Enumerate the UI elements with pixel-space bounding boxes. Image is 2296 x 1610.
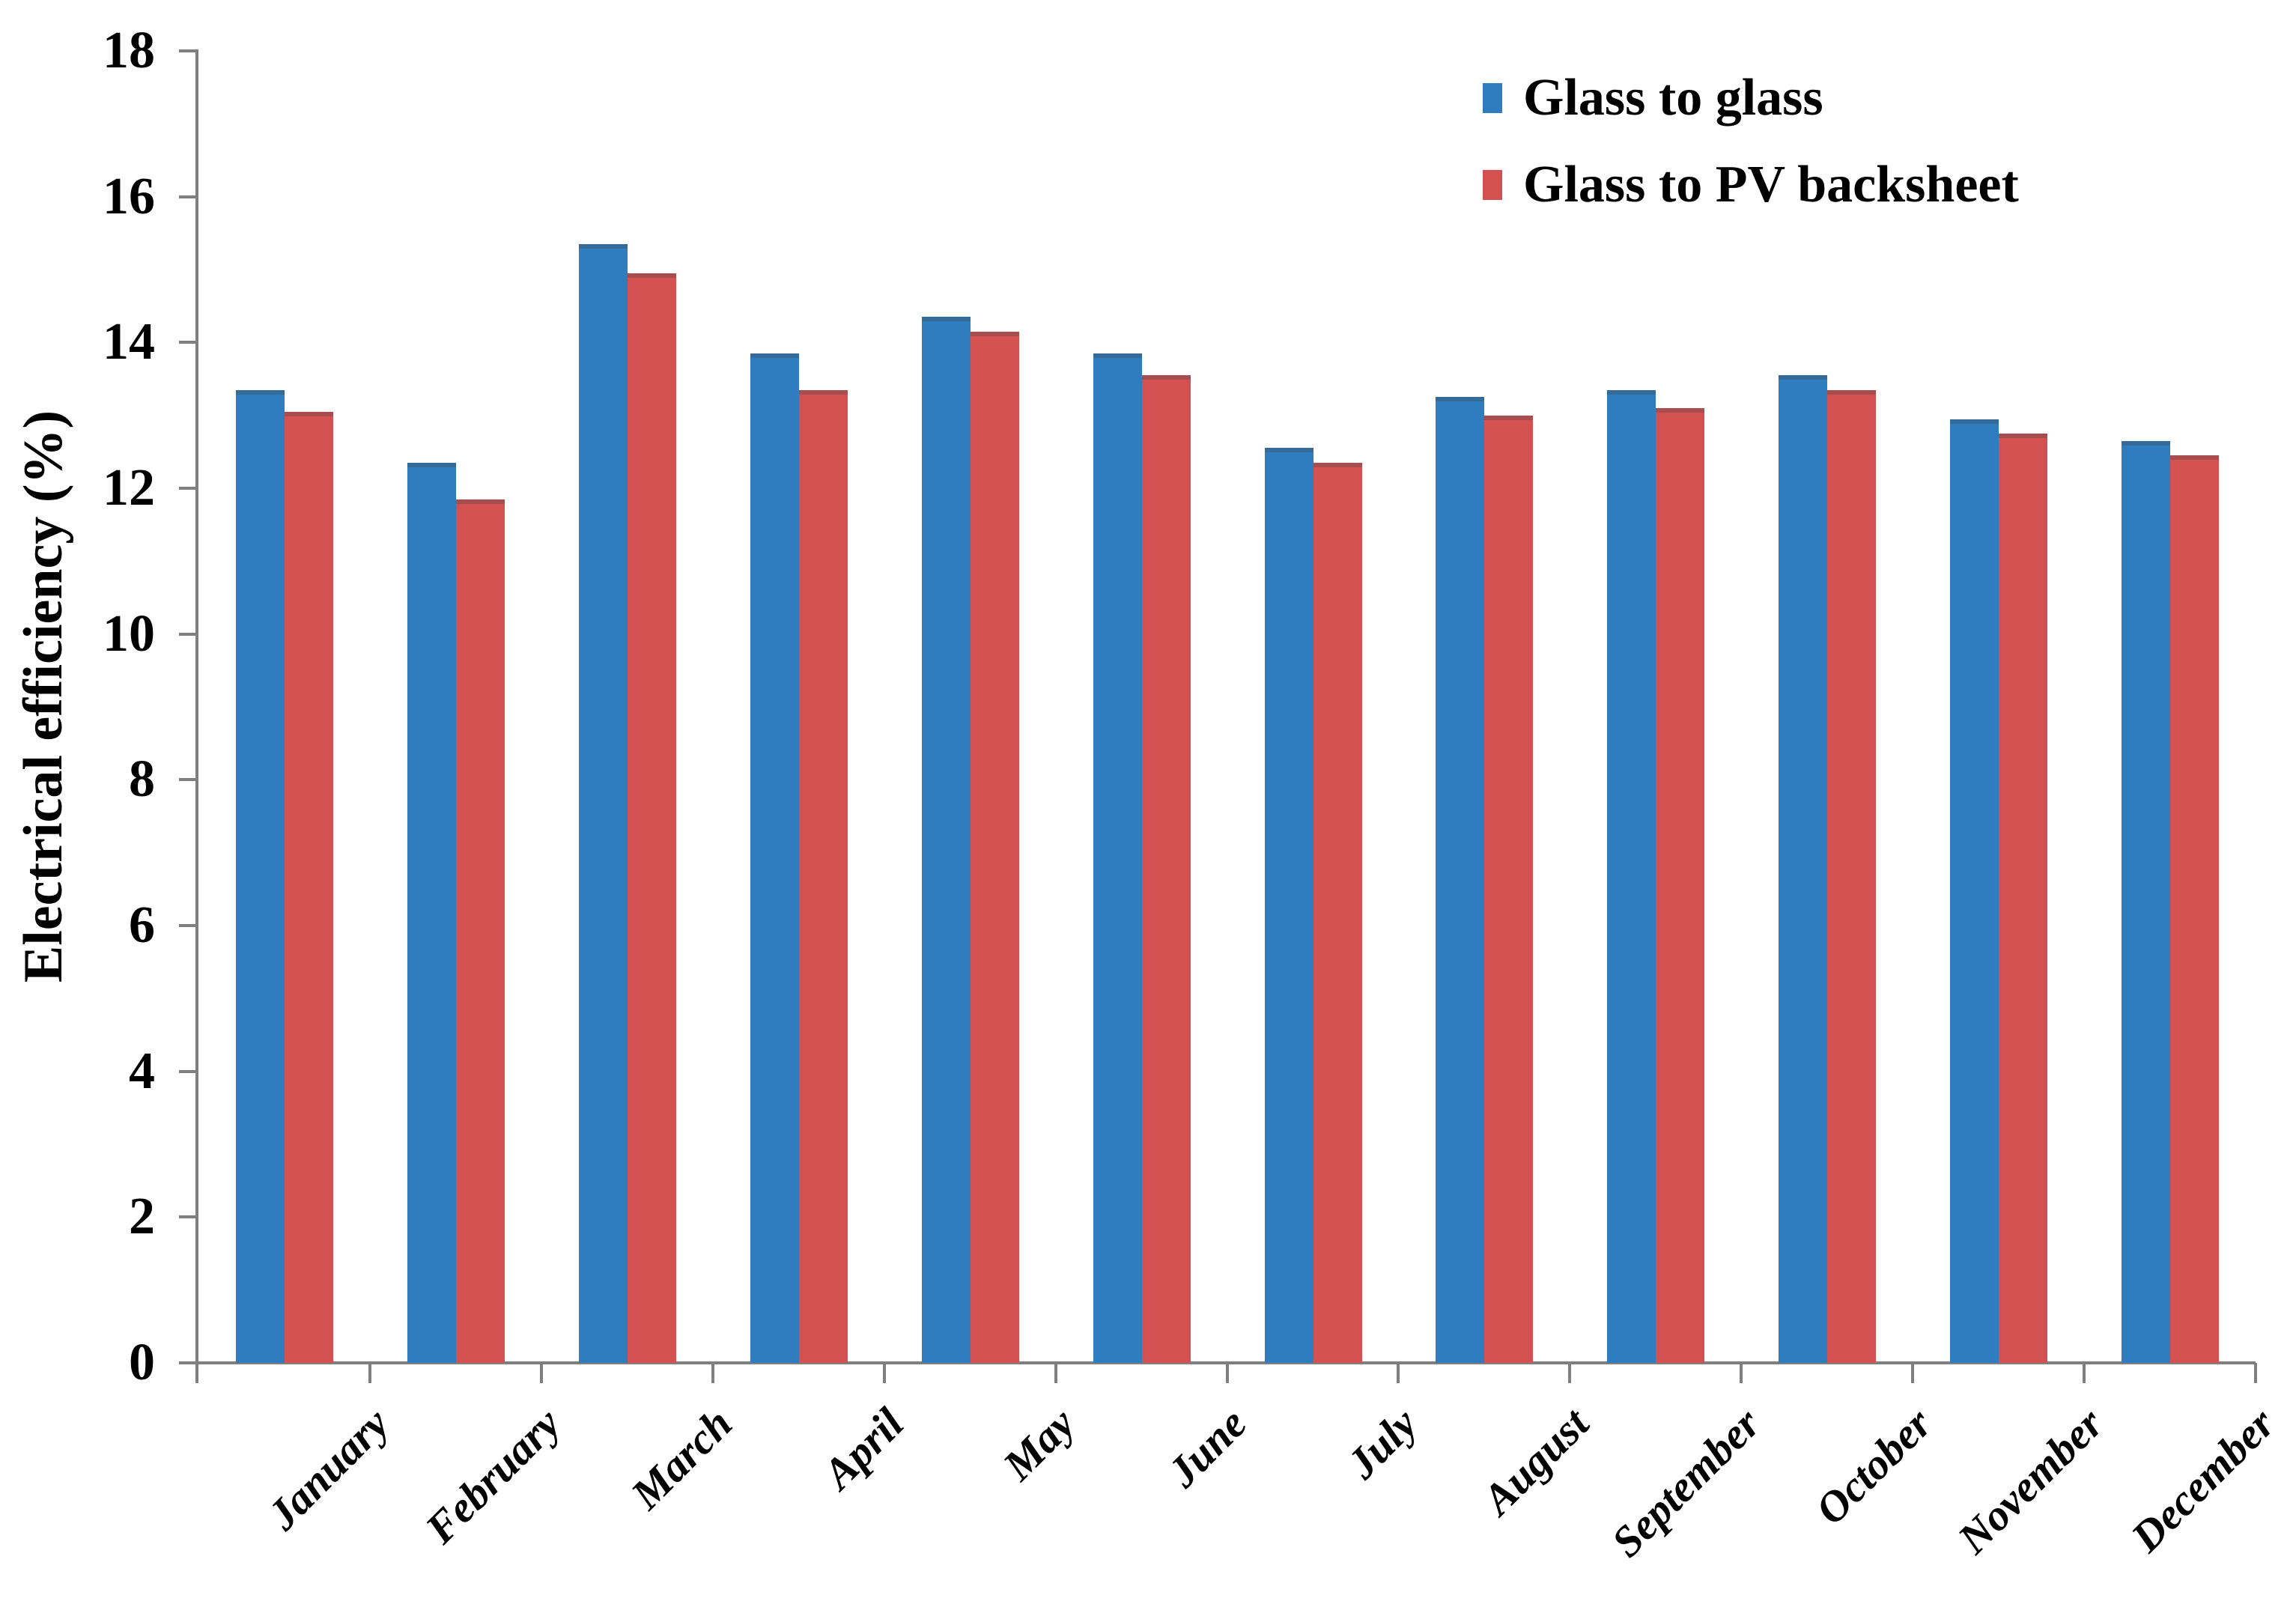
y-tick bbox=[179, 1069, 198, 1073]
bar-glass-to-pv-backsheet-february bbox=[455, 499, 505, 1363]
y-tick bbox=[179, 49, 198, 52]
bar-glass-to-pv-backsheet-august bbox=[1484, 416, 1534, 1363]
bar-glass-to-glass-august bbox=[1436, 397, 1485, 1363]
y-axis-line bbox=[195, 51, 198, 1383]
y-axis-title: Electrical efficiency (%) bbox=[13, 410, 74, 983]
y-tick-label: 0 bbox=[129, 1334, 155, 1391]
y-tick-label: 14 bbox=[103, 313, 155, 371]
x-axis-line bbox=[179, 1361, 2256, 1364]
bar-glass-to-glass-march bbox=[578, 244, 628, 1363]
x-tick bbox=[2083, 1363, 2086, 1383]
bar-glass-to-pv-backsheet-may bbox=[970, 332, 1019, 1363]
x-tick bbox=[368, 1363, 371, 1383]
legend-label: Glass to glass bbox=[1523, 69, 1823, 127]
y-tick bbox=[179, 632, 198, 636]
y-tick-label: 12 bbox=[103, 459, 155, 517]
x-tick bbox=[711, 1363, 714, 1383]
bar-glass-to-glass-september bbox=[1607, 390, 1656, 1363]
legend-swatch-icon bbox=[1483, 83, 1502, 113]
y-tick bbox=[179, 487, 198, 490]
x-tick bbox=[1054, 1363, 1057, 1383]
x-tick bbox=[1225, 1363, 1229, 1383]
y-tick bbox=[179, 341, 198, 344]
x-tick bbox=[1740, 1363, 1743, 1383]
bar-glass-to-pv-backsheet-november bbox=[1999, 434, 2048, 1363]
y-tick-label: 6 bbox=[129, 896, 155, 954]
bar-glass-to-pv-backsheet-june bbox=[1141, 375, 1191, 1363]
legend-item: Glass to glass bbox=[1483, 69, 2019, 127]
legend-swatch-icon bbox=[1483, 170, 1502, 200]
x-tick bbox=[1911, 1363, 1915, 1383]
x-tick bbox=[1568, 1363, 1572, 1383]
bar-glass-to-pv-backsheet-july bbox=[1313, 463, 1362, 1363]
y-tick-label: 10 bbox=[103, 604, 155, 663]
bar-glass-to-glass-april bbox=[750, 353, 799, 1363]
bar-glass-to-glass-january bbox=[236, 390, 285, 1363]
legend-item: Glass to PV backsheet bbox=[1483, 156, 2019, 214]
bar-glass-to-pv-backsheet-january bbox=[285, 412, 333, 1363]
bar-glass-to-pv-backsheet-september bbox=[1656, 408, 1705, 1363]
y-tick-label: 8 bbox=[129, 750, 155, 809]
legend: Glass to glass Glass to PV backsheet bbox=[1483, 69, 2019, 243]
bar-glass-to-glass-october bbox=[1779, 375, 1828, 1363]
y-tick-label: 16 bbox=[103, 167, 155, 225]
x-tick bbox=[539, 1363, 543, 1383]
x-tick bbox=[2254, 1363, 2257, 1383]
bar-glass-to-pv-backsheet-december bbox=[2170, 455, 2220, 1363]
x-tick bbox=[882, 1363, 886, 1383]
bar-glass-to-pv-backsheet-march bbox=[627, 273, 676, 1363]
bar-glass-to-pv-backsheet-october bbox=[1827, 390, 1877, 1363]
bar-glass-to-glass-november bbox=[1950, 419, 1999, 1363]
y-tick-label: 2 bbox=[129, 1188, 155, 1246]
bar-glass-to-glass-february bbox=[407, 463, 456, 1363]
y-tick-label: 4 bbox=[129, 1042, 155, 1100]
bar-glass-to-glass-may bbox=[921, 317, 971, 1363]
y-tick bbox=[179, 778, 198, 782]
y-tick-label: 18 bbox=[103, 22, 155, 79]
bar-glass-to-pv-backsheet-april bbox=[798, 390, 848, 1363]
y-tick bbox=[179, 195, 198, 198]
bar-glass-to-glass-december bbox=[2122, 441, 2171, 1363]
y-tick bbox=[179, 924, 198, 927]
legend-label: Glass to PV backsheet bbox=[1523, 156, 2019, 213]
x-category-label: January bbox=[258, 1399, 398, 1540]
bar-glass-to-glass-june bbox=[1093, 353, 1142, 1363]
bar-glass-to-glass-july bbox=[1264, 448, 1313, 1363]
x-tick bbox=[1397, 1363, 1400, 1383]
y-tick bbox=[179, 1215, 198, 1219]
